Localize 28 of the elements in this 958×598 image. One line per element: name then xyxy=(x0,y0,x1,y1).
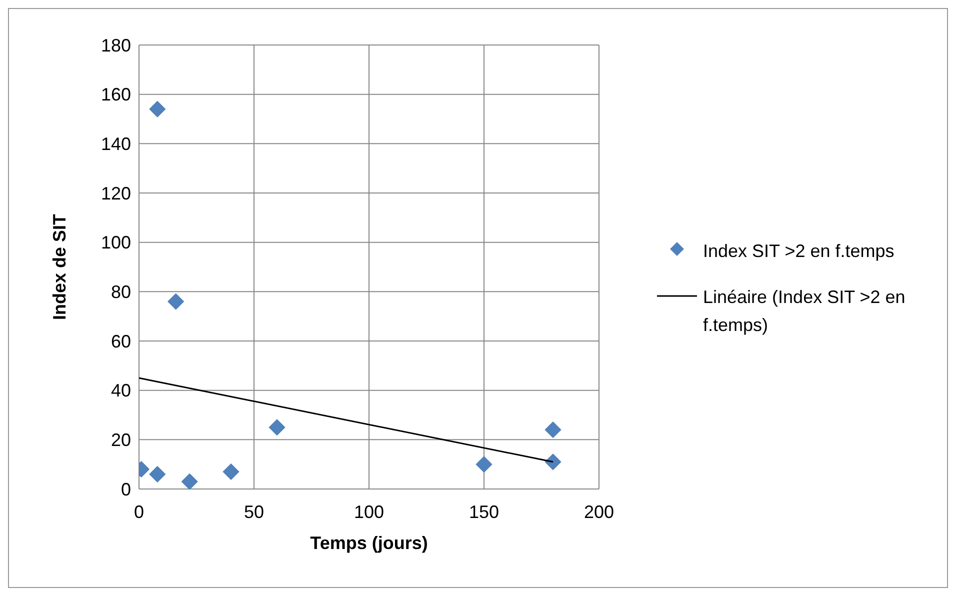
x-tick-label: 200 xyxy=(584,502,614,522)
y-tick-label: 0 xyxy=(120,479,131,500)
point xyxy=(476,456,492,473)
point xyxy=(222,463,240,480)
x-tick-label: 0 xyxy=(134,502,144,522)
y-tick-label: 80 xyxy=(110,282,131,302)
x-tick-label: 100 xyxy=(354,502,384,522)
point xyxy=(181,473,198,489)
legend-label: Index SIT >2 en f.temps xyxy=(703,240,894,263)
y-tick-label: 120 xyxy=(100,183,131,204)
y-tick-label: 40 xyxy=(110,380,131,401)
y-tick-label: 60 xyxy=(110,331,131,352)
y-tick-label: 100 xyxy=(100,232,131,253)
point xyxy=(544,422,562,438)
y-tick-label: 180 xyxy=(100,35,131,56)
point xyxy=(149,100,166,118)
x-tick-label: 50 xyxy=(244,502,264,522)
point xyxy=(544,454,562,470)
x-tick-label: 150 xyxy=(468,502,500,522)
point xyxy=(268,419,286,436)
legend-label: Linéaire (Index SIT >2 en f.temps) xyxy=(703,286,906,337)
y-tick-label: 140 xyxy=(100,134,131,154)
y-tick-label: 160 xyxy=(100,84,131,105)
y-tick-label: 20 xyxy=(110,430,131,450)
point xyxy=(168,293,184,310)
y-axis-title: Index de SIT xyxy=(49,214,70,320)
x-axis-title: Temps (jours) xyxy=(310,533,428,553)
point xyxy=(149,466,166,482)
